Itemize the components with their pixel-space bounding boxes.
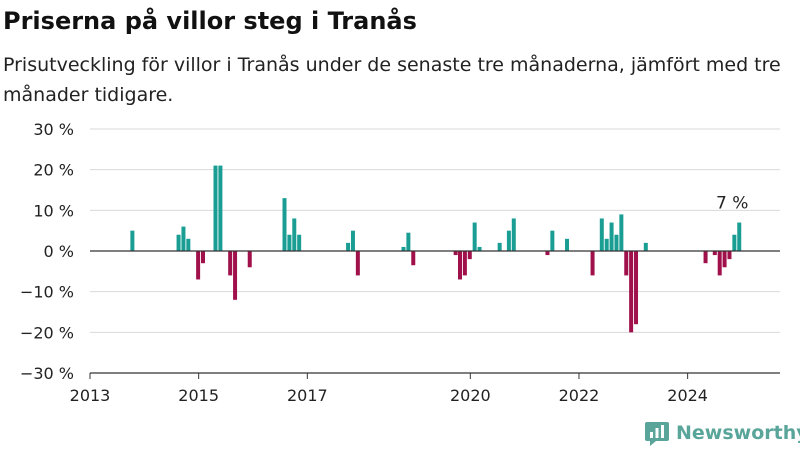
bar [181, 226, 186, 251]
bar [727, 251, 732, 260]
bar [511, 218, 516, 251]
bar [629, 251, 634, 333]
y-tick-label: 20 % [33, 161, 74, 180]
bar [186, 238, 191, 251]
bar [619, 214, 624, 251]
x-tick-label: 2015 [178, 386, 219, 405]
y-tick-label: −10 % [20, 283, 74, 302]
newsworthy-logo-icon [645, 422, 669, 446]
bar [406, 232, 411, 251]
bar [453, 251, 458, 256]
bar [506, 230, 511, 251]
bar [565, 238, 570, 251]
chart-title: Priserna på villor steg i Tranås [3, 7, 417, 35]
bars [130, 165, 742, 333]
bar [282, 198, 287, 251]
bar [737, 222, 742, 251]
x-tick-label: 2013 [70, 386, 111, 405]
bar [609, 222, 614, 251]
bar [350, 230, 355, 251]
bar [497, 242, 502, 251]
y-tick-label: 0 % [44, 242, 74, 261]
brand-logo: Newsworthy [644, 418, 800, 448]
axes [89, 250, 780, 379]
y-tick-label: 30 % [33, 120, 74, 139]
bar [599, 218, 604, 251]
bar [643, 242, 648, 251]
x-tick-label: 2017 [287, 386, 328, 405]
chart-subtitle: Prisutveckling för villor i Tranås under… [3, 54, 781, 106]
x-tick-label: 2024 [667, 386, 708, 405]
bar [247, 251, 252, 268]
brand-name: Newsworthy [676, 422, 800, 444]
y-tick-label: −20 % [20, 323, 74, 342]
bar [130, 230, 135, 251]
y-tick-label: −30 % [20, 364, 74, 383]
bar [732, 234, 737, 251]
bar [634, 251, 639, 325]
bar [590, 251, 595, 276]
bar [472, 222, 477, 251]
bar [722, 251, 727, 268]
bar [346, 242, 351, 251]
bar [196, 251, 201, 280]
bar [545, 251, 550, 256]
bar [462, 251, 467, 276]
bar [292, 218, 297, 251]
bar [201, 251, 206, 264]
bar [401, 246, 406, 251]
bar [467, 251, 472, 260]
bar [287, 234, 292, 251]
bar [218, 165, 223, 251]
bar [477, 246, 482, 251]
bar [703, 251, 708, 264]
labels: 30 % 20 % 10 % 0 % −10 % −20 % −30 % 2013 2015 20… [20, 120, 748, 405]
annotation-label: 7 % [716, 194, 748, 214]
bar [717, 251, 722, 276]
x-tick-label: 2020 [450, 386, 491, 405]
bar [213, 165, 218, 251]
x-tick-label: 2022 [559, 386, 600, 405]
bar [614, 234, 619, 251]
bar [457, 251, 462, 280]
bar [550, 230, 555, 251]
bar [233, 251, 238, 300]
bar [624, 251, 629, 276]
bar [355, 251, 360, 276]
bar [228, 251, 233, 276]
y-tick-label: 10 % [33, 201, 74, 220]
bar [604, 238, 609, 251]
bar [176, 234, 181, 251]
bar [712, 251, 717, 256]
bar [411, 251, 416, 266]
bar [297, 234, 302, 251]
